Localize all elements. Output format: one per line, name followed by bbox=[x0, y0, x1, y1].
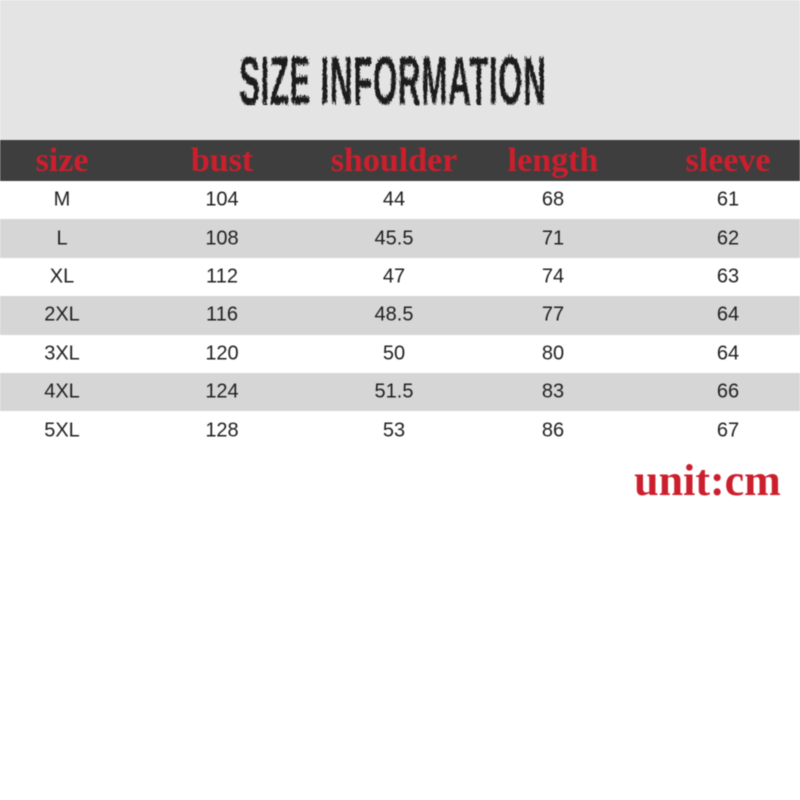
svg-text:SIZE INFORMATION: SIZE INFORMATION bbox=[238, 42, 546, 118]
